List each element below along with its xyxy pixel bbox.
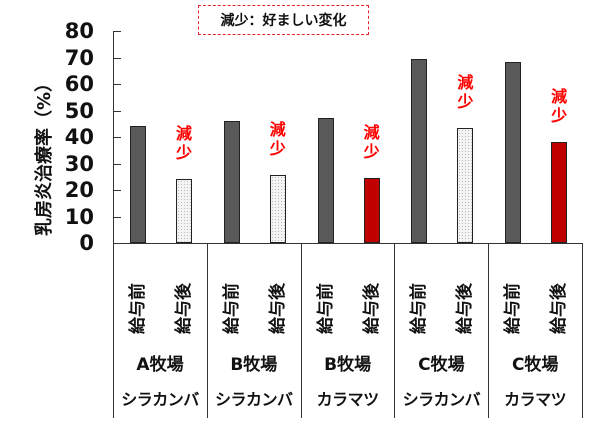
- bar-pre: [130, 125, 146, 243]
- y-tick-label: 10: [64, 205, 94, 229]
- x-label-pre: 給与前: [315, 283, 336, 334]
- category-divider: [488, 243, 489, 418]
- tree-label: シラカンバ: [215, 390, 293, 409]
- x-label-pre: 給与前: [128, 283, 148, 334]
- y-tick: [113, 190, 121, 191]
- bar-pre: [223, 121, 240, 243]
- y-tick: [113, 58, 121, 59]
- x-label-post: 給与後: [549, 283, 570, 334]
- decrease-annotation: 減少: [363, 122, 380, 161]
- bar-post: [269, 174, 286, 243]
- x-label-post: 給与後: [361, 283, 382, 334]
- y-tick-label: 0: [79, 231, 94, 255]
- legend-note: 減少：好ましい変化: [198, 5, 369, 35]
- bar-post: [363, 177, 380, 243]
- x-axis-line: [113, 243, 582, 244]
- tree-label: カラマツ: [316, 390, 380, 409]
- farm-label: B牧場: [324, 355, 372, 375]
- bar-post: [551, 142, 568, 243]
- decrease-annotation: 減少: [551, 87, 568, 126]
- category-divider: [113, 243, 114, 418]
- farm-label: C牧場: [511, 355, 559, 375]
- x-label-pre: 給与前: [503, 283, 524, 334]
- tree-label: シラカンバ: [402, 390, 481, 409]
- y-tick-label: 30: [64, 152, 94, 176]
- y-tick-label: 20: [64, 178, 94, 202]
- decrease-annotation: 減少: [269, 119, 286, 158]
- y-tick: [113, 137, 121, 138]
- decrease-annotation: 減少: [457, 72, 474, 111]
- tree-label: カラマツ: [504, 390, 567, 409]
- farm-label: A牧場: [136, 355, 184, 375]
- x-label-post: 給与後: [267, 283, 288, 334]
- y-tick: [113, 84, 121, 85]
- farm-label: B牧場: [230, 355, 278, 375]
- y-tick: [113, 31, 121, 32]
- bar-pre: [505, 61, 522, 243]
- y-tick-label: 50: [64, 99, 94, 123]
- bar-pre: [317, 118, 334, 243]
- x-label-pre: 給与前: [409, 283, 430, 334]
- farm-label: C牧場: [418, 355, 465, 375]
- x-label-post: 給与後: [455, 283, 476, 334]
- y-tick-label: 70: [64, 46, 94, 70]
- y-tick: [113, 111, 121, 112]
- decrease-annotation: 減少: [175, 124, 192, 163]
- x-label-post: 給与後: [174, 283, 194, 334]
- tree-label: シラカンバ: [121, 390, 199, 409]
- y-tick-label: 40: [64, 125, 94, 149]
- bar-pre: [411, 59, 428, 243]
- y-tick-label: 60: [64, 72, 94, 96]
- category-divider: [301, 243, 302, 418]
- bar-post: [176, 179, 192, 243]
- y-tick: [113, 217, 121, 218]
- y-tick-label: 80: [64, 19, 94, 43]
- category-divider: [207, 243, 208, 418]
- bar-post: [457, 127, 474, 243]
- x-label-pre: 給与前: [221, 283, 242, 334]
- y-tick: [113, 164, 121, 165]
- category-divider: [394, 243, 395, 418]
- category-divider: [582, 243, 583, 418]
